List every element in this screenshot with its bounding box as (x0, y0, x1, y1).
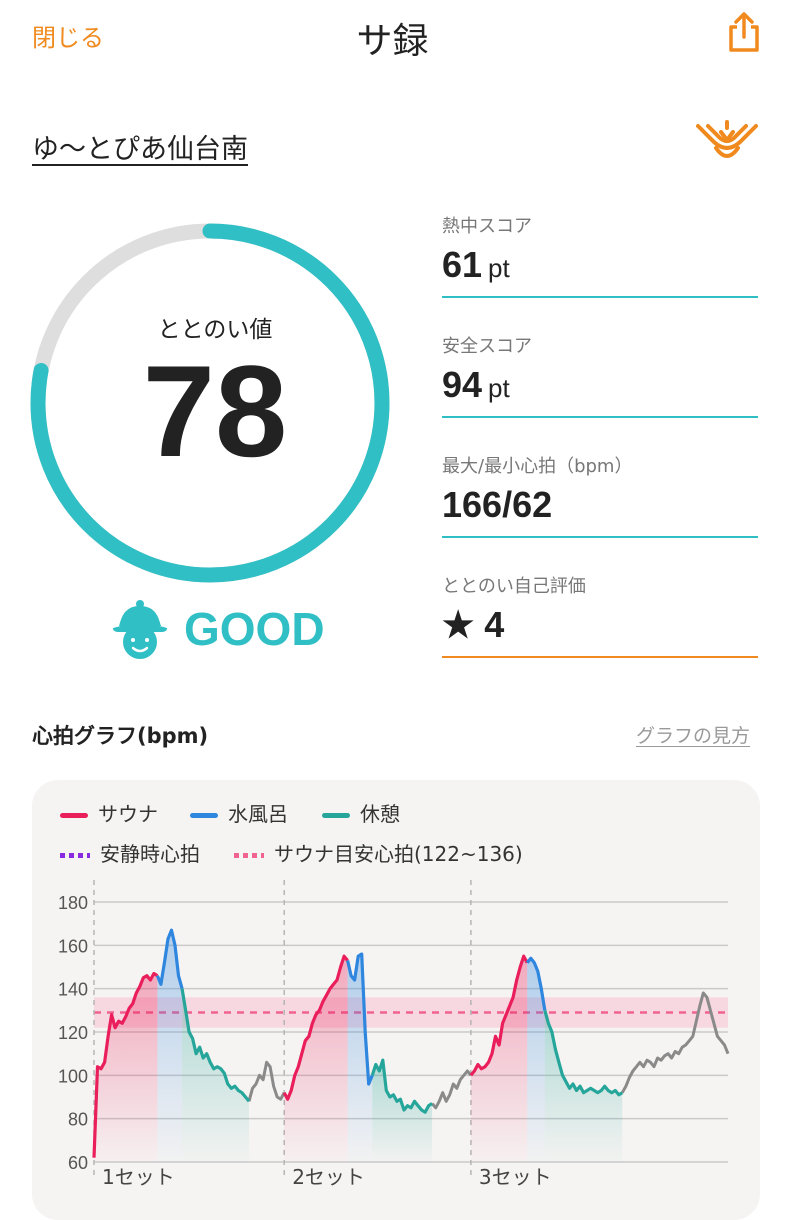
sauna-logo-icon (696, 120, 758, 158)
other-hr-line (247, 1060, 286, 1102)
y-tick-label: 160 (58, 936, 88, 956)
totonoi-rating: GOOD (184, 603, 325, 655)
stat-value: 61 pt (442, 244, 510, 285)
cold-bath-area (157, 930, 183, 1162)
sauna-area (284, 956, 348, 1162)
stat-label: 安全スコア (442, 336, 532, 357)
rest-area (372, 1060, 433, 1162)
rest-hr-line (370, 1058, 433, 1114)
graph-howto-link[interactable]: グラフの見方 (636, 725, 751, 747)
share-icon[interactable] (722, 10, 766, 54)
legend-sauna: サウナ (60, 798, 158, 827)
legend-rest: 休憩 (322, 798, 400, 827)
stat-value: 166/62 (442, 484, 553, 525)
close-button[interactable]: 閉じる (32, 24, 104, 52)
x-set-label: 1セット (102, 1165, 175, 1189)
y-tick-label: 140 (58, 980, 88, 1000)
legend-resting-hr: 安静時心拍 (60, 838, 200, 867)
totonoi-gauge (30, 223, 390, 583)
heart-rate-chart: 60 80 100 120 140 160 180 1セット 2セット 3セット (58, 880, 730, 1189)
totonoi-label: ととのい値 (157, 317, 273, 343)
y-tick-label: 80 (68, 1110, 88, 1130)
y-tick-label: 120 (58, 1023, 88, 1043)
stat-self-rating[interactable]: ととのい自己評価 ★ 4 (442, 572, 758, 676)
x-set-label: 2セット (292, 1165, 365, 1189)
rest-hr-line (543, 1009, 624, 1097)
cold-bath-area (527, 958, 545, 1162)
stat-heat-score: 熱中スコア 61 pt (442, 212, 758, 316)
cold-bath-area (347, 954, 373, 1162)
legend-swatch (60, 853, 90, 858)
legend-target-hr: サウナ目安心拍(122~136) (234, 838, 523, 867)
y-tick-label: 180 (58, 893, 88, 913)
sauna-hr-line (469, 954, 529, 1077)
stat-value: 94 pt (442, 364, 510, 405)
cold-bath-hr-line (525, 956, 547, 1011)
rest-hr-line (180, 988, 251, 1103)
graph-title: 心拍グラフ(bpm) (32, 724, 209, 748)
totonoi-score: 78 (142, 338, 288, 484)
legend-swatch (322, 813, 350, 818)
page-title: サ録 (356, 21, 429, 62)
y-tick-label: 60 (68, 1153, 88, 1173)
other-hr-line (430, 1069, 473, 1110)
legend-swatch (190, 813, 218, 818)
stat-heart-rate: 最大/最小心拍（bpm） 166/62 (442, 452, 758, 556)
stat-safety-score: 安全スコア 94 pt (442, 332, 758, 436)
legend-swatch (60, 813, 88, 818)
rest-area (182, 988, 249, 1162)
header: 閉じる サ録 (0, 0, 785, 75)
divider (442, 296, 758, 298)
cold-bath-hr-line (346, 952, 374, 1086)
stat-value: ★ 4 (442, 604, 505, 645)
y-tick-label: 100 (58, 1066, 88, 1086)
x-set-label: 3セット (479, 1165, 552, 1189)
rest-area (544, 1010, 623, 1162)
divider (442, 536, 758, 538)
stat-label: 熱中スコア (442, 216, 532, 237)
sauna-area (470, 956, 528, 1162)
facility-name[interactable]: ゆ〜とぴあ仙台南 (32, 134, 248, 165)
sauna-hat-face-icon (113, 600, 167, 659)
legend-cold-bath: 水風呂 (190, 798, 288, 827)
divider (442, 416, 758, 418)
sauna-area (94, 973, 158, 1162)
cold-bath-hr-line (155, 928, 184, 990)
gauge-progress (30, 223, 390, 583)
sauna-hr-line (92, 971, 159, 1158)
sauna-hr-line (282, 954, 349, 1101)
legend-swatch (234, 853, 264, 858)
stat-label: 最大/最小心拍（bpm） (442, 456, 633, 477)
divider (442, 656, 758, 658)
stat-label: ととのい自己評価 (442, 576, 586, 597)
other-hr-line (620, 991, 730, 1094)
